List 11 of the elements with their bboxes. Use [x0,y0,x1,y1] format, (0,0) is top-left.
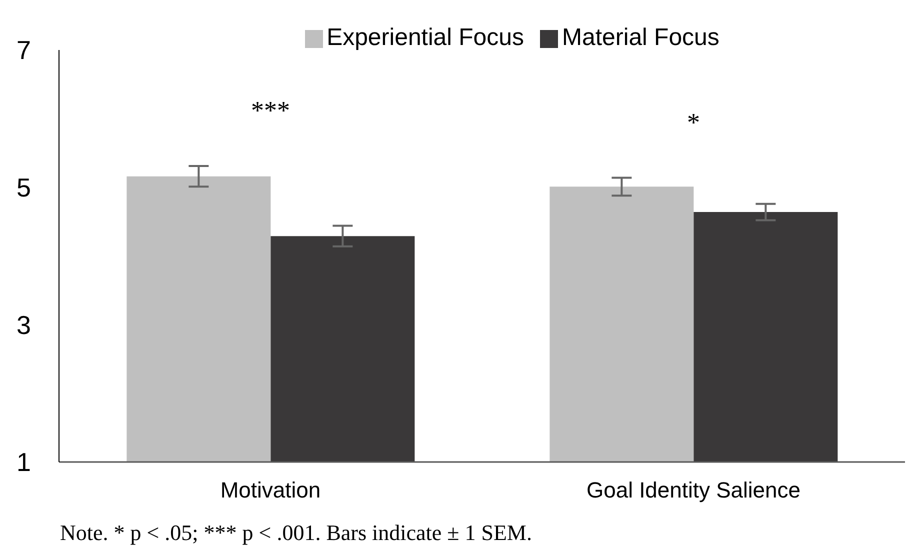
text: Note. * p < .05; *** p < .001. Bars indicate ± 1 SEM. [60,520,532,546]
y-tick-label: 5 [16,172,31,203]
annotation: * [686,108,701,138]
y-tick-label: 7 [16,35,31,66]
y-tick-label: 1 [16,447,31,478]
y-tick-label: 3 [16,310,31,340]
x-tick-label: Goal Identity Salience [586,478,801,503]
legend-label: Material Focus [562,24,720,51]
legend-label: Experiential Focus [326,24,524,51]
annotation: *** [250,96,291,126]
x-tick-label: Motivation [220,478,321,503]
